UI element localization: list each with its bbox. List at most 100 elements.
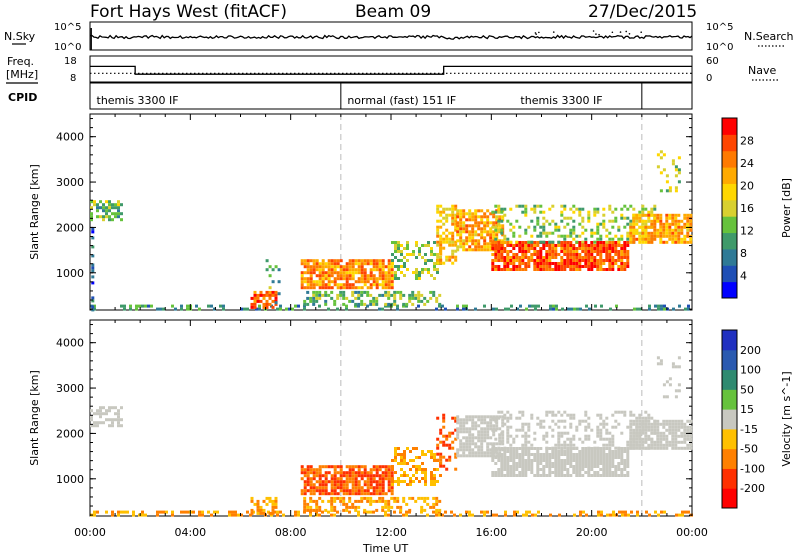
- power-cell: [439, 219, 443, 223]
- power-cell: [381, 271, 385, 275]
- velocity-cell: [524, 431, 528, 435]
- velocity-cell: [412, 465, 415, 468]
- power-cell: [489, 212, 493, 216]
- velocity-cell: [635, 416, 639, 420]
- velocity-cell: [573, 513, 576, 517]
- power-cell: [665, 213, 669, 217]
- velocity-cell: [626, 453, 630, 456]
- power-cell: [615, 304, 618, 308]
- velocity-cell: [683, 434, 687, 438]
- power-cell: [572, 210, 576, 214]
- velocity-cell: [265, 502, 269, 506]
- velocity-cell: [497, 468, 501, 471]
- velocity-cell: [677, 356, 681, 360]
- power-cell: [396, 304, 399, 308]
- power-cell: [315, 268, 319, 272]
- power-cell: [635, 219, 639, 223]
- velocity-cell: [465, 442, 469, 446]
- power-cell: [468, 230, 472, 234]
- velocity-cell: [560, 434, 564, 438]
- velocity-cell: [480, 415, 484, 419]
- velocity-cell: [533, 437, 537, 441]
- velocity-cell: [635, 422, 639, 426]
- velocity-cell: [530, 471, 534, 474]
- power-cell: [641, 219, 645, 223]
- velocity-cell: [503, 456, 507, 459]
- power-cell: [451, 207, 455, 211]
- power-cell: [584, 228, 588, 232]
- velocity-cell: [442, 419, 446, 423]
- power-cell: [623, 216, 627, 220]
- velocity-cell: [406, 447, 409, 450]
- power-cell: [436, 231, 440, 235]
- power-cell: [596, 250, 600, 253]
- velocity-cell: [545, 465, 549, 468]
- velocity-cell: [602, 443, 606, 447]
- velocity-cell: [548, 410, 552, 414]
- velocity-cell: [602, 459, 606, 462]
- power-cell: [372, 296, 376, 300]
- velocity-cell: [312, 471, 316, 475]
- power-cell: [406, 259, 409, 262]
- velocity-cell: [584, 434, 588, 438]
- power-cell: [518, 244, 522, 247]
- velocity-cell: [531, 513, 534, 517]
- power-cell: [635, 213, 639, 217]
- velocity-cell: [489, 421, 493, 425]
- power-cell: [384, 283, 388, 287]
- velocity-cell: [492, 445, 496, 449]
- power-cell: [342, 274, 346, 278]
- velocity-cell: [689, 443, 693, 447]
- velocity-cell: [339, 480, 343, 484]
- power-cell: [575, 234, 579, 238]
- velocity-cell: [498, 442, 502, 446]
- nsearch-point: [592, 30, 595, 32]
- velocity-cell: [524, 453, 528, 456]
- power-cell: [545, 256, 549, 259]
- power-cell: [632, 234, 636, 238]
- velocity-cell: [430, 480, 433, 483]
- velocity-cell: [426, 513, 429, 517]
- velocity-cell: [533, 459, 537, 462]
- velocity-cell: [503, 462, 507, 465]
- power-cell: [327, 259, 331, 263]
- power-cell: [569, 207, 573, 211]
- power-cell: [539, 265, 543, 268]
- power-cell: [253, 293, 257, 297]
- power-cell: [635, 228, 639, 232]
- velocity-cell: [548, 468, 552, 471]
- power-cell: [626, 259, 630, 262]
- power-colorbar-swatch: [722, 248, 737, 266]
- velocity-cell: [635, 434, 639, 438]
- power-cell: [456, 215, 460, 219]
- power-cell: [665, 228, 669, 232]
- velocity-cell: [354, 486, 358, 490]
- velocity-cell: [393, 496, 397, 500]
- velocity-cell: [644, 419, 648, 423]
- power-cell: [536, 256, 540, 259]
- velocity-cell: [339, 496, 343, 500]
- velocity-cell: [506, 468, 510, 471]
- power-colorbar-tick-label: 16: [740, 202, 754, 215]
- velocity-cell: [117, 409, 120, 413]
- power-cell: [274, 293, 278, 297]
- power-cell: [497, 222, 501, 226]
- power-cell: [414, 293, 418, 297]
- velocity-cell: [400, 480, 403, 483]
- power-cell: [548, 207, 552, 211]
- power-cell: [297, 304, 300, 308]
- velocity-cell: [451, 446, 455, 450]
- power-cell: [506, 219, 510, 223]
- power-cell: [312, 262, 316, 266]
- power-cell: [363, 280, 367, 284]
- power-colorbar-swatch: [722, 134, 737, 152]
- velocity-cell: [90, 415, 93, 419]
- power-cell: [641, 234, 645, 238]
- power-cell: [569, 253, 573, 256]
- velocity-cell: [503, 465, 507, 468]
- velocity-cell: [551, 456, 555, 459]
- power-cell: [503, 256, 507, 259]
- velocity-cell: [491, 453, 495, 456]
- power-cell: [448, 240, 452, 244]
- power-cell: [500, 241, 504, 244]
